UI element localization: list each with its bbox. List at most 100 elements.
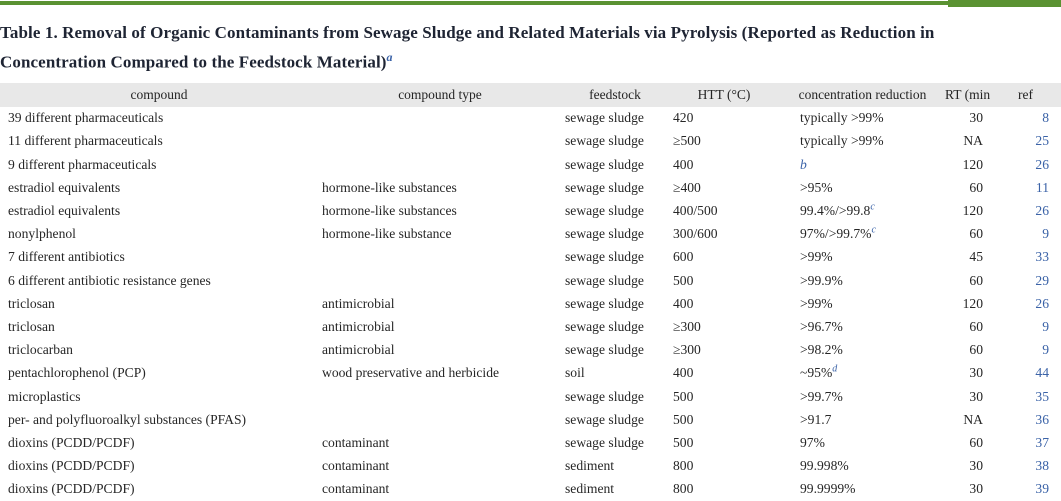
concentration-reduction-cell: 99.9999% <box>780 478 945 501</box>
table-row: 7 different antibiotics sewage sludge 60… <box>0 246 1061 269</box>
table-row: estradiol equivalents hormone-like subst… <box>0 199 1061 222</box>
feedstock-cell: sewage sludge <box>565 272 644 288</box>
footnote-letter[interactable]: b <box>800 156 807 172</box>
reduction-value: 99.4%/>99.8 <box>800 203 871 218</box>
ref-cell[interactable]: 36 <box>1035 411 1049 427</box>
compound-type-cell <box>318 246 562 269</box>
table-row: dioxins (PCDD/PCDF) contaminant sewage s… <box>0 431 1061 454</box>
reduction-value: 97%/>99.7% <box>800 226 872 242</box>
ref-cell[interactable]: 29 <box>1035 272 1049 288</box>
rt-cell: 30 <box>969 365 983 381</box>
concentration-reduction-cell: >95% <box>780 176 945 199</box>
compound-type-cell: contaminant <box>322 458 390 474</box>
feedstock-cell: sewage sludge <box>565 156 644 172</box>
htt-cell: ≥300 <box>673 342 701 358</box>
compound-type-cell: antimicrobial <box>322 295 395 311</box>
htt-cell: 300/600 <box>673 226 718 242</box>
rt-cell: NA <box>963 411 983 427</box>
ref-cell[interactable]: 26 <box>1035 295 1049 311</box>
contaminant-removal-table: compound compound type feedstock HTT (°C… <box>0 82 1061 501</box>
ref-cell[interactable]: 26 <box>1035 156 1049 172</box>
ref-cell[interactable]: 11 <box>1035 179 1049 195</box>
ref-cell[interactable]: 44 <box>1035 365 1049 381</box>
feedstock-cell: sewage sludge <box>565 226 644 242</box>
rt-cell: 60 <box>969 226 983 242</box>
table-body: 39 different pharmaceuticals sewage slud… <box>0 107 1061 501</box>
compound-cell: 11 different pharmaceuticals <box>8 133 163 149</box>
concentration-reduction-cell: >91.7 <box>780 408 945 431</box>
ref-cell[interactable]: 9 <box>1042 226 1049 242</box>
table-row: per- and polyfluoroalkyl substances (PFA… <box>0 408 1061 431</box>
compound-type-cell <box>318 130 562 153</box>
concentration-reduction-cell: 97% <box>780 431 945 454</box>
green-rule-left <box>0 1 948 5</box>
compound-cell: 6 different antibiotic resistance genes <box>8 272 211 288</box>
ref-cell[interactable]: 33 <box>1035 249 1049 265</box>
footnote-superscript[interactable]: c <box>871 224 876 236</box>
col-header-compound: compound <box>0 82 318 107</box>
reduction-value: >91.7 <box>800 411 832 427</box>
reduction-value: >99.9% <box>800 272 843 288</box>
ref-cell[interactable]: 38 <box>1035 458 1049 474</box>
rt-cell: 30 <box>969 110 983 126</box>
table-row: dioxins (PCDD/PCDF) contaminant sediment… <box>0 478 1061 501</box>
feedstock-cell: sewage sludge <box>565 388 644 404</box>
footnote-superscript[interactable]: d <box>832 363 838 375</box>
htt-cell: 400 <box>673 295 694 311</box>
feedstock-cell: sewage sludge <box>565 434 644 450</box>
rt-cell: 120 <box>962 295 983 311</box>
compound-cell: dioxins (PCDD/PCDF) <box>8 481 135 497</box>
compound-type-cell <box>318 153 562 176</box>
table-title-line1: Table 1. Removal of Organic Contaminants… <box>0 23 935 42</box>
htt-cell: 500 <box>673 411 694 427</box>
footnote-superscript[interactable]: c <box>870 201 875 213</box>
compound-type-cell <box>318 107 562 130</box>
feedstock-cell: sewage sludge <box>565 203 644 218</box>
feedstock-cell: sediment <box>565 458 615 474</box>
rt-cell: 30 <box>969 458 983 474</box>
table-row: microplastics sewage sludge 500 >99.7% 3… <box>0 385 1061 408</box>
compound-cell: triclosan <box>8 318 55 334</box>
rt-cell: NA <box>963 133 983 149</box>
compound-cell: dioxins (PCDD/PCDF) <box>8 434 135 450</box>
concentration-reduction-cell: typically >99% <box>780 107 945 130</box>
col-header-htt: HTT (°C) <box>668 82 780 107</box>
compound-type-cell: hormone-like substance <box>322 226 452 242</box>
rt-cell: 60 <box>969 179 983 195</box>
htt-cell: 500 <box>673 272 694 288</box>
reduction-value: >99% <box>800 249 833 265</box>
concentration-reduction-cell: 99.4%/>99.8c <box>780 199 945 222</box>
ref-cell[interactable]: 25 <box>1035 133 1049 149</box>
reduction-value: typically >99% <box>800 110 884 126</box>
table-row: triclosan antimicrobial sewage sludge ≥3… <box>0 315 1061 338</box>
htt-cell: 500 <box>673 434 694 450</box>
table-title-line2: Concentration Compared to the Feedstock … <box>0 50 393 72</box>
ref-cell[interactable]: 35 <box>1035 388 1049 404</box>
feedstock-cell: sewage sludge <box>565 295 644 311</box>
reduction-value: >99% <box>800 295 833 311</box>
title-footnote-marker[interactable]: a <box>386 50 393 64</box>
ref-cell[interactable]: 9 <box>1042 318 1049 334</box>
htt-cell: ≥500 <box>673 133 701 149</box>
ref-cell[interactable]: 26 <box>1035 203 1049 218</box>
compound-type-cell: antimicrobial <box>322 318 395 334</box>
compound-cell: triclocarban <box>8 342 73 358</box>
table-row: dioxins (PCDD/PCDF) contaminant sediment… <box>0 454 1061 477</box>
compound-type-cell <box>318 408 562 431</box>
table-row: triclocarban antimicrobial sewage sludge… <box>0 339 1061 362</box>
htt-cell: 500 <box>673 388 694 404</box>
concentration-reduction-cell: >99% <box>780 246 945 269</box>
concentration-reduction-cell: ~95%d <box>780 362 945 385</box>
compound-cell: estradiol equivalents <box>8 179 121 195</box>
col-header-compound-type: compound type <box>318 82 562 107</box>
concentration-reduction-cell: b <box>780 153 945 176</box>
top-green-rule <box>0 0 1061 8</box>
ref-cell[interactable]: 39 <box>1035 481 1049 497</box>
reduction-value: 99.998% <box>800 458 849 474</box>
table-row: 9 different pharmaceuticals sewage sludg… <box>0 153 1061 176</box>
compound-type-cell: antimicrobial <box>322 342 395 358</box>
table-row: pentachlorophenol (PCP) wood preservativ… <box>0 362 1061 385</box>
ref-cell[interactable]: 37 <box>1035 434 1049 450</box>
ref-cell[interactable]: 8 <box>1042 110 1049 126</box>
ref-cell[interactable]: 9 <box>1042 342 1049 358</box>
